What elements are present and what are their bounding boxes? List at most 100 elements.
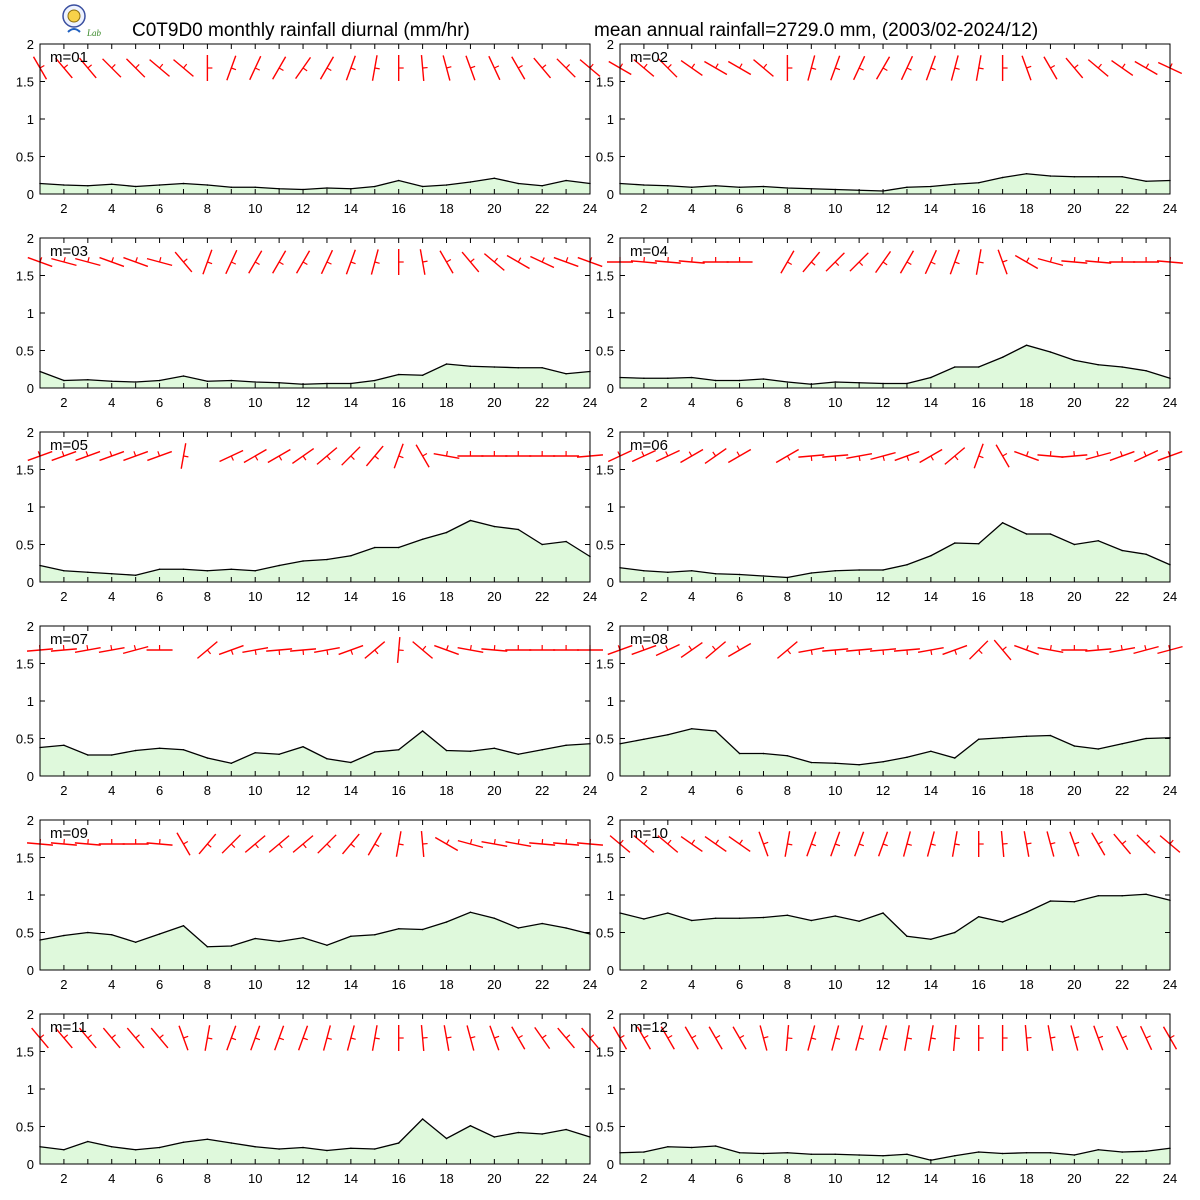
wind-tick <box>715 839 720 845</box>
wind-barb <box>879 1025 889 1051</box>
x-tick-label: 14 <box>344 395 358 410</box>
wind-tick <box>930 455 934 461</box>
data-point <box>1025 533 1028 535</box>
data-point <box>810 761 813 764</box>
wind-tick <box>231 1037 237 1041</box>
x-tick-label: 12 <box>296 1171 310 1186</box>
data-point <box>1121 366 1123 368</box>
wind-shaft <box>657 835 679 853</box>
data-point <box>278 753 280 756</box>
wind-tick <box>978 67 984 70</box>
wind-tick <box>1002 259 1008 263</box>
wind-barb <box>488 55 501 81</box>
wind-tick <box>133 645 137 651</box>
wind-barb <box>146 838 173 846</box>
y-tick-label: 2 <box>27 1007 34 1022</box>
x-tick-label: 12 <box>876 589 890 604</box>
wind-tick <box>61 451 65 457</box>
x-tick-label: 16 <box>391 201 405 216</box>
plot-frame <box>619 43 1171 195</box>
wind-barb <box>248 250 263 274</box>
x-tick-label: 20 <box>487 977 501 992</box>
wind-tick <box>667 64 672 69</box>
wind-tick <box>739 63 743 69</box>
wind-tick <box>858 67 864 71</box>
y-tick-label: 0 <box>607 769 614 784</box>
plot-frame <box>619 1013 1171 1165</box>
data-point <box>110 572 113 575</box>
wind-barb <box>250 1025 261 1051</box>
wind-tick <box>87 64 93 69</box>
data-point <box>882 569 884 571</box>
wind-barb <box>926 831 936 857</box>
wind-tick <box>811 1037 817 1040</box>
wind-barb <box>420 830 428 858</box>
data-point <box>762 752 765 755</box>
data-point <box>397 927 400 930</box>
data-point <box>493 747 496 750</box>
x-tick-label: 14 <box>344 783 358 798</box>
x-tick-label: 4 <box>108 783 115 798</box>
data-point <box>667 733 669 736</box>
wind-tick <box>135 64 140 69</box>
wind-barb <box>705 641 727 659</box>
wind-tick <box>930 67 936 71</box>
data-point <box>278 564 280 567</box>
wind-shaft <box>728 835 751 853</box>
x-tick-label: 18 <box>1019 201 1033 216</box>
x-tick-label: 22 <box>1115 977 1129 992</box>
wind-tick <box>446 839 450 845</box>
y-tick-label: 0.5 <box>16 732 34 747</box>
y-tick-label: 0 <box>607 1157 614 1172</box>
data-point <box>373 379 376 382</box>
x-tick-label: 4 <box>108 977 115 992</box>
x-tick-label: 24 <box>1163 201 1177 216</box>
wind-barb <box>433 450 460 459</box>
x-tick-label: 18 <box>1019 783 1033 798</box>
wind-barb <box>658 58 678 78</box>
data-point <box>326 757 328 760</box>
x-tick-label: 6 <box>736 783 743 798</box>
y-tick-label: 1 <box>27 694 34 709</box>
wind-barb <box>178 1025 189 1051</box>
wind-barb <box>481 838 508 847</box>
x-tick-label: 22 <box>535 977 549 992</box>
panel-label: m=03 <box>50 243 88 260</box>
data-point <box>87 378 89 381</box>
wind-barb <box>443 1025 452 1051</box>
wind-barb <box>341 446 361 466</box>
wind-tick <box>541 64 547 69</box>
data-point <box>738 1151 741 1154</box>
x-tick-label: 2 <box>640 395 647 410</box>
data-point <box>278 1148 280 1150</box>
wind-tick <box>1121 840 1127 845</box>
y-tick-label: 1 <box>27 1082 34 1097</box>
wind-tick <box>1025 451 1029 457</box>
data-point <box>1145 1150 1147 1153</box>
wind-tick <box>1144 645 1147 651</box>
x-tick-label: 16 <box>391 783 405 798</box>
x-tick-label: 2 <box>60 783 67 798</box>
data-point <box>517 366 520 369</box>
data-point <box>565 744 567 747</box>
wind-barb <box>316 447 338 465</box>
data-point <box>445 749 448 752</box>
data-point <box>1145 180 1147 183</box>
data-point <box>1073 1154 1076 1156</box>
data-point <box>182 568 185 571</box>
wind-tick <box>1074 841 1080 845</box>
x-tick-label: 6 <box>156 1171 163 1186</box>
data-point <box>1001 176 1004 179</box>
y-tick-label: 0 <box>27 963 34 978</box>
wind-barb <box>732 1026 747 1050</box>
data-point <box>834 762 837 765</box>
wind-tick <box>206 649 212 655</box>
wind-tick <box>1169 839 1174 845</box>
wind-barb <box>973 443 984 469</box>
data-point <box>302 560 304 562</box>
rain-area <box>40 1119 590 1164</box>
wind-barb <box>1109 644 1136 653</box>
data-point <box>1097 363 1100 366</box>
panel-m-05: 00.511.522 4 6 8 10 12 14 16 18 20 22 24m=05 <box>16 425 604 604</box>
wind-barb <box>99 450 125 462</box>
